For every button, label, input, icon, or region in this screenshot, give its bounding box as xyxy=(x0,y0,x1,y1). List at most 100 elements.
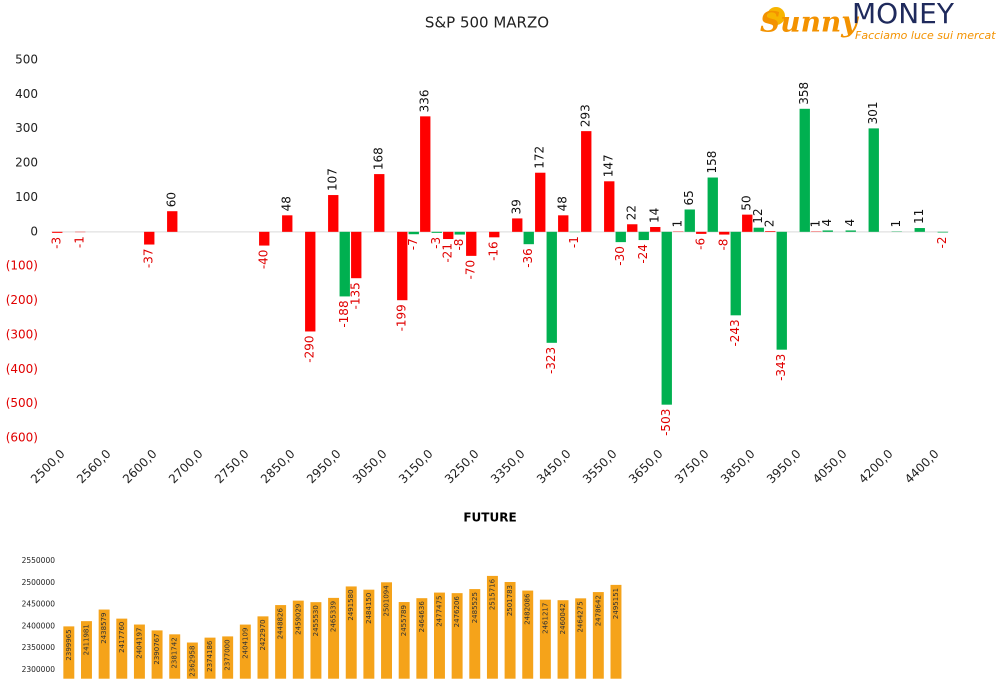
data-label: -1 xyxy=(567,236,581,248)
data-label: -7 xyxy=(406,238,420,250)
bar xyxy=(275,605,287,679)
y-tick-label: 2350000 xyxy=(22,643,56,652)
data-label: 168 xyxy=(372,147,386,170)
y-tick-label: 500 xyxy=(15,53,38,67)
data-label: -503 xyxy=(659,409,673,436)
data-label: 158 xyxy=(705,151,719,174)
data-label: 301 xyxy=(866,101,880,124)
data-label: -37 xyxy=(142,249,156,269)
data-label: 65 xyxy=(682,190,696,205)
x-tick-label: 2950,0 xyxy=(304,447,344,487)
bar xyxy=(650,227,661,232)
y-tick-label: 0 xyxy=(30,224,38,238)
data-label: 2461217 xyxy=(541,603,549,634)
bar xyxy=(282,215,293,232)
x-tick-label: 2700,0 xyxy=(166,447,206,487)
data-label: -290 xyxy=(303,335,317,362)
bar xyxy=(707,177,718,232)
data-label: 2381742 xyxy=(171,637,179,668)
bar xyxy=(222,636,234,679)
data-label: 48 xyxy=(280,196,294,211)
bar xyxy=(489,231,500,238)
bar xyxy=(169,634,181,679)
data-label: 147 xyxy=(602,154,616,177)
data-label: 2422970 xyxy=(259,619,267,650)
x-tick-label: 2750,0 xyxy=(212,447,252,487)
x-tick-label: 4200,0 xyxy=(856,447,896,487)
bar xyxy=(328,597,340,679)
y-tick-label: 2400000 xyxy=(22,621,56,630)
data-label: -323 xyxy=(544,347,558,374)
bar xyxy=(868,128,879,232)
bar xyxy=(454,231,465,235)
bar xyxy=(799,108,810,232)
data-label: 2 xyxy=(763,219,777,227)
x-tick-label: 3250,0 xyxy=(442,447,482,487)
data-label: 48 xyxy=(556,196,570,211)
data-label: -1 xyxy=(73,236,87,248)
data-label: 2476206 xyxy=(453,596,461,628)
bar xyxy=(765,231,776,232)
logo-tagline: Facciamo luce sui mercati xyxy=(855,29,996,42)
bar xyxy=(434,592,445,679)
bar xyxy=(239,624,251,679)
data-label: 2484150 xyxy=(365,593,373,624)
bar xyxy=(381,582,392,679)
bar xyxy=(615,231,626,243)
data-label: 2448826 xyxy=(277,608,285,640)
data-label: 2495151 xyxy=(612,588,620,619)
data-label: 39 xyxy=(510,199,524,214)
x-tick-label: 2850,0 xyxy=(258,447,298,487)
bar xyxy=(486,575,498,679)
y-tick-label: 2500000 xyxy=(22,578,56,587)
bar xyxy=(63,626,75,679)
bar xyxy=(661,231,672,405)
x-tick-label: 3550,0 xyxy=(580,447,620,487)
bar xyxy=(116,618,128,679)
logo: Sunny MONEY Facciamo luce sui mercati xyxy=(760,0,996,42)
x-tick-label: 3950,0 xyxy=(764,447,804,487)
data-label: -21 xyxy=(441,243,455,263)
bar xyxy=(328,195,339,232)
bar xyxy=(504,581,516,679)
data-label: 2455530 xyxy=(312,605,320,636)
data-label: 50 xyxy=(740,195,754,210)
bar xyxy=(339,231,350,297)
bar xyxy=(151,630,163,679)
data-label: 2477475 xyxy=(435,596,443,627)
bar xyxy=(696,231,707,234)
y-tick-label: 2450000 xyxy=(22,600,56,609)
x-tick-label: 3650,0 xyxy=(626,447,666,487)
x-tick-label: 4050,0 xyxy=(810,447,850,487)
y-tick-label: (400) xyxy=(6,362,38,376)
bar xyxy=(292,600,304,679)
bar xyxy=(398,602,410,679)
bar xyxy=(420,116,431,232)
bar xyxy=(523,231,534,245)
x-tick-label: 3850,0 xyxy=(718,447,758,487)
data-label: 107 xyxy=(326,168,340,191)
data-label: -6 xyxy=(694,238,708,250)
chart-title: FUTURE xyxy=(463,511,516,525)
data-label: 22 xyxy=(625,205,639,220)
bar xyxy=(719,231,730,235)
bar xyxy=(408,231,419,235)
data-label: 4 xyxy=(820,219,834,227)
bar xyxy=(730,231,741,316)
data-label: 2362958 xyxy=(188,646,196,677)
y-tick-label: 300 xyxy=(15,121,38,135)
y-tick-label: 400 xyxy=(15,87,38,101)
y-tick-label: (600) xyxy=(6,431,38,445)
bar xyxy=(638,231,649,241)
bar xyxy=(257,616,269,679)
bar xyxy=(305,231,316,332)
x-tick-label: 3050,0 xyxy=(350,447,390,487)
data-label: 14 xyxy=(648,208,662,223)
data-label: 2465339 xyxy=(330,601,338,632)
data-label: 2482086 xyxy=(524,593,532,625)
data-label: 172 xyxy=(533,146,547,169)
data-label: 2399965 xyxy=(65,629,73,660)
data-label: -2 xyxy=(935,237,949,249)
data-label: 1 xyxy=(889,220,903,228)
